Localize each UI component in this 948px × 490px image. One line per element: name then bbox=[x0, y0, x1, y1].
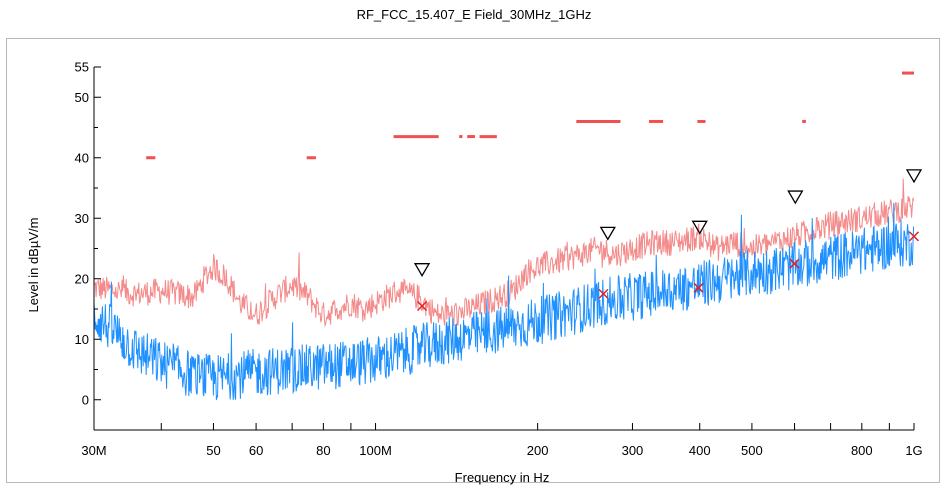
x-tick-label: 200 bbox=[527, 443, 549, 458]
peak-marker bbox=[413, 263, 431, 277]
peak-marker bbox=[691, 220, 708, 235]
final-marker bbox=[789, 258, 800, 269]
y-tick-label: 30 bbox=[75, 211, 89, 226]
x-tick-label: 400 bbox=[689, 443, 711, 458]
y-axis-label: Level in dBµV/m bbox=[26, 218, 41, 313]
x-tick-label: 30M bbox=[81, 443, 106, 458]
x-tick-label: 80 bbox=[316, 443, 330, 458]
y-tick-label: 0 bbox=[82, 392, 89, 407]
final-marker bbox=[693, 282, 704, 293]
final-marker bbox=[908, 231, 920, 242]
y-tick-label: 20 bbox=[75, 271, 89, 286]
y-tick-label: 10 bbox=[75, 332, 89, 347]
final-marker bbox=[417, 300, 428, 312]
x-axis-label: Frequency in Hz bbox=[455, 470, 550, 485]
chart-frame bbox=[6, 38, 940, 483]
peak-marker bbox=[787, 190, 804, 205]
x-tick-label: 1G bbox=[905, 443, 922, 458]
peak-marker bbox=[905, 169, 923, 184]
x-tick-label: 100M bbox=[359, 443, 392, 458]
x-tick-label: 50 bbox=[206, 443, 220, 458]
x-tick-label: 500 bbox=[741, 443, 763, 458]
x-tick-label: 300 bbox=[622, 443, 644, 458]
x-tick-label: 60 bbox=[249, 443, 263, 458]
x-tick-label: 800 bbox=[851, 443, 873, 458]
series-trace-1 bbox=[93, 178, 915, 328]
peak-marker bbox=[599, 226, 616, 241]
final-marker bbox=[598, 288, 609, 299]
y-tick-label: 50 bbox=[75, 90, 89, 105]
y-tick-label: 40 bbox=[75, 150, 89, 165]
series-trace-2 bbox=[93, 202, 915, 401]
plot-area bbox=[93, 71, 923, 401]
chart-title: RF_FCC_15.407_E Field_30MHz_1GHz bbox=[356, 7, 592, 22]
y-tick-label: 55 bbox=[75, 60, 89, 75]
axes: 0 10 20 30 40 50 55 30M 50 60 80 100M 200 300 400 500 80… bbox=[75, 60, 923, 459]
